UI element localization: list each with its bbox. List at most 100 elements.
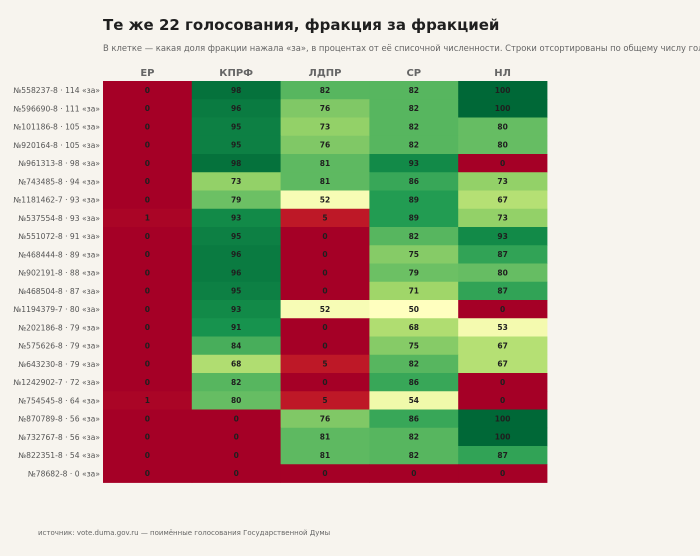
column-label: КПРФ [219, 68, 253, 79]
row-label: №558237-8 · 114 «за» [13, 86, 100, 95]
heatmap-cell [191, 263, 281, 283]
heatmap-cell [369, 245, 459, 264]
row-label: №575626-8 · 79 «за» [18, 342, 100, 351]
heatmap-cell [280, 117, 370, 137]
cell-value-label: 96 [231, 268, 241, 277]
heatmap-cell [458, 208, 548, 228]
heatmap-cell [191, 446, 281, 465]
cell-value-label: 82 [409, 451, 419, 460]
heatmap-cell [458, 263, 548, 283]
row-label: №643230-8 · 79 «за» [18, 360, 100, 369]
cell-value-label: 0 [145, 141, 150, 150]
cell-value-label: 80 [231, 396, 241, 405]
cell-value-label: 86 [409, 378, 419, 387]
cell-value-label: 50 [409, 305, 419, 314]
row-label: №754545-8 · 64 «за» [18, 396, 100, 405]
cell-value-label: 0 [145, 159, 150, 168]
cell-value-label: 0 [145, 469, 150, 478]
cell-value-label: 100 [495, 433, 511, 442]
cell-value-label: 0 [145, 250, 150, 259]
heatmap-cell [191, 336, 281, 356]
heatmap-cell [191, 427, 281, 447]
heatmap-cell [458, 245, 548, 264]
cell-value-label: 87 [497, 250, 507, 259]
cell-value-label: 0 [322, 469, 327, 478]
cell-value-label: 87 [497, 451, 507, 460]
cell-value-label: 75 [409, 250, 419, 259]
heatmap-cell [458, 318, 548, 337]
heatmap-cell [280, 135, 370, 155]
cell-value-label: 0 [322, 250, 327, 259]
column-label: СР [406, 68, 421, 79]
heatmap-cell [103, 154, 193, 173]
heatmap-cell [458, 99, 548, 118]
heatmap-cell [458, 281, 548, 301]
cell-value-label: 95 [231, 122, 241, 131]
heatmap-cell [103, 227, 193, 246]
heatmap-cell [369, 391, 459, 410]
heatmap-cell [369, 227, 459, 246]
cell-value-label: 0 [145, 305, 150, 314]
cell-value-label: 79 [409, 268, 419, 277]
cell-value-label: 67 [497, 195, 507, 204]
heatmap-cell [369, 263, 459, 283]
row-label: №1194379-7 · 80 «за» [13, 305, 100, 314]
heatmap-cell [458, 154, 548, 173]
heatmap-cell [458, 117, 548, 137]
heatmap-cell [369, 208, 459, 228]
heatmap-cell [191, 464, 281, 483]
cell-value-label: 81 [320, 159, 330, 168]
row-label: №1181462-7 · 93 «за» [13, 196, 100, 205]
row-label: №822351-8 · 54 «за» [18, 451, 100, 460]
cell-value-label: 0 [234, 451, 239, 460]
row-label: №1242902-7 · 72 «за» [13, 378, 100, 387]
row-label: №468444-8 · 89 «за» [18, 250, 100, 259]
cell-value-label: 0 [322, 287, 327, 296]
heatmap-cell [191, 281, 281, 301]
heatmap-cell [369, 99, 459, 118]
column-label: ЕР [140, 68, 154, 79]
heatmap-cell [103, 263, 193, 283]
heatmap-cell [280, 208, 370, 228]
heatmap-cell [369, 464, 459, 483]
heatmap-cell [103, 446, 193, 465]
heatmap-cell [458, 135, 548, 155]
cell-value-label: 73 [497, 177, 507, 186]
cell-value-label: 98 [231, 159, 241, 168]
heatmap-cell [280, 336, 370, 356]
row-label: №468504-8 · 87 «за» [18, 287, 100, 296]
heatmap-cell [280, 245, 370, 264]
cell-value-label: 0 [145, 195, 150, 204]
heatmap-cell [191, 190, 281, 210]
cell-value-label: 80 [497, 268, 507, 277]
heatmap-cell [103, 281, 193, 301]
cell-value-label: 96 [231, 104, 241, 113]
cell-value-label: 0 [500, 469, 505, 478]
cell-value-label: 0 [322, 323, 327, 332]
heatmap-cell [458, 190, 548, 210]
cell-value-label: 0 [145, 86, 150, 95]
heatmap-cell [191, 245, 281, 264]
cell-value-label: 82 [320, 86, 330, 95]
cell-value-label: 91 [231, 323, 241, 332]
heatmap-cell [103, 373, 193, 392]
heatmap-cell [369, 409, 459, 429]
heatmap-cell [280, 227, 370, 246]
heatmap-cell [369, 300, 459, 319]
heatmap-cell [280, 99, 370, 118]
cell-value-label: 5 [322, 396, 327, 405]
cell-value-label: 75 [409, 341, 419, 350]
cell-value-label: 95 [231, 287, 241, 296]
heatmap-cell [458, 427, 548, 447]
cell-value-label: 76 [320, 104, 330, 113]
heatmap-cell [369, 427, 459, 447]
cell-value-label: 82 [409, 86, 419, 95]
heatmap-cell [103, 300, 193, 319]
cell-value-label: 0 [500, 159, 505, 168]
cell-value-label: 100 [495, 414, 511, 423]
chart-subtitle: В клетке — какая доля фракции нажала «за… [103, 43, 700, 53]
heatmap-cell [458, 409, 548, 429]
heatmap-cell [191, 354, 281, 374]
heatmap-cell [280, 281, 370, 301]
cell-value-label: 79 [231, 195, 241, 204]
